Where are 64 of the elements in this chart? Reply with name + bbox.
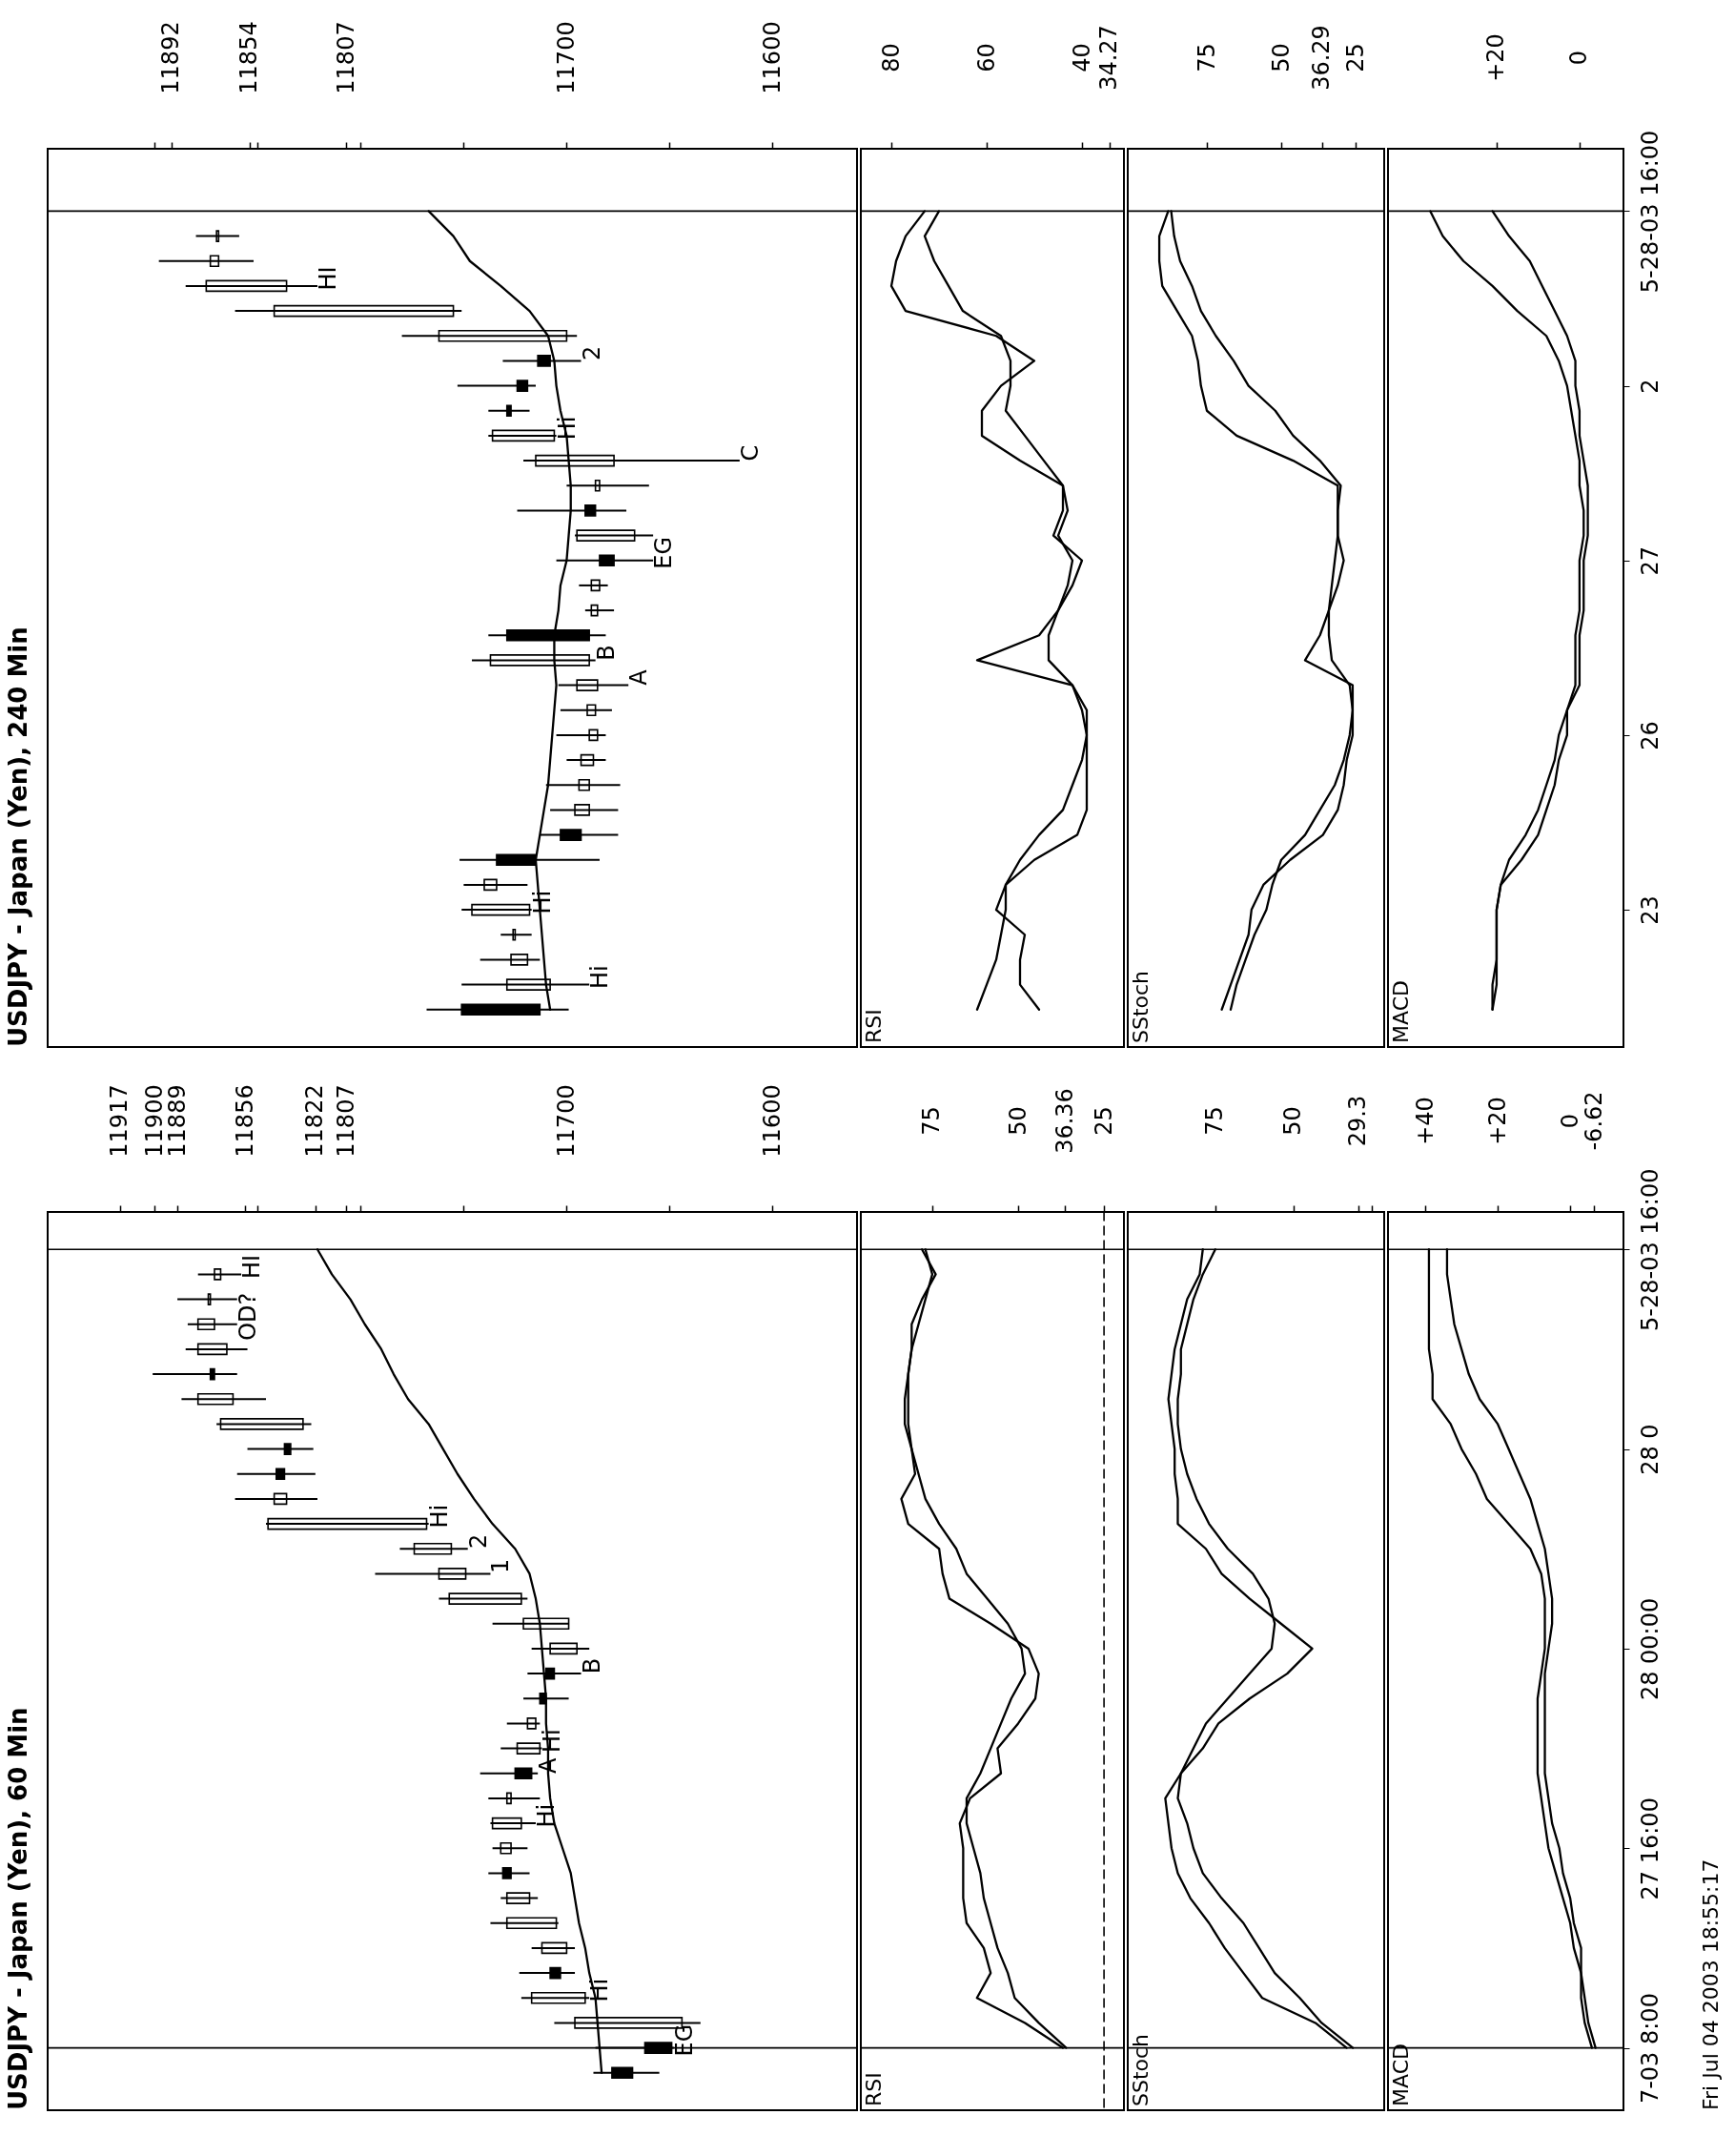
x-tick-label: 29.3 <box>1344 1095 1372 1147</box>
y-tick-label: 23 <box>1636 895 1664 925</box>
y-tick-label: 26 <box>1636 721 1664 750</box>
y-tick-label: 5-28-03 16:00 <box>1636 130 1664 294</box>
text: EG <box>650 536 678 569</box>
text: B <box>592 645 620 661</box>
text: Hi <box>425 1504 453 1529</box>
y-tick-label: 27 <box>1636 545 1664 576</box>
text: HI <box>315 266 341 291</box>
y-tick-label: 2 <box>1636 379 1664 394</box>
x-tick-label: 50 <box>1004 1106 1031 1136</box>
text: 2 <box>464 1533 492 1549</box>
text: SStoch <box>1129 970 1153 1043</box>
x-tick-label: 34.27 <box>1095 25 1123 91</box>
y-tick-label: 28 0 <box>1636 1424 1664 1475</box>
y-tick-label: 5-28-03 16:00 <box>1636 1168 1664 1331</box>
x-tick-label: 11822 <box>301 1084 329 1158</box>
x-tick-label: 75 <box>1201 1106 1229 1136</box>
text: Hi <box>586 965 614 989</box>
x-tick-label: 60 <box>972 43 1000 72</box>
x-tick-label: 11600 <box>758 21 786 94</box>
text: USDJPY - Japan (Yen), 60 Min <box>4 1707 33 2110</box>
x-tick-label: 11807 <box>332 1084 359 1158</box>
text: MACD <box>1389 980 1413 1043</box>
text: USDJPY - Japan (Yen), 240 Min <box>4 626 33 1047</box>
x-tick-label: 11600 <box>758 1084 786 1158</box>
text: 1 <box>487 1558 515 1574</box>
text: RSI <box>862 1009 886 1043</box>
text: RSI <box>862 2072 886 2106</box>
x-tick-label: 75 <box>918 1106 946 1136</box>
x-tick-label: 40 <box>1068 43 1095 72</box>
x-tick-label: 50 <box>1267 43 1295 72</box>
text: OD? <box>234 1292 261 1341</box>
x-tick-label: 50 <box>1279 1106 1307 1136</box>
x-tick-label: 11892 <box>157 21 185 94</box>
x-tick-label: 75 <box>1193 43 1220 72</box>
text: HI <box>238 1254 266 1279</box>
text: Fri Jul 04 2003 18:55:17 <box>1699 1858 1723 2110</box>
y-tick-label: 7-03 8:00 <box>1636 1993 1664 2105</box>
x-tick-label: +20 <box>1483 1097 1511 1145</box>
x-tick-label: +40 <box>1411 1097 1439 1145</box>
text: EG <box>670 2023 698 2057</box>
text: B <box>578 1657 605 1674</box>
text: C <box>736 444 764 462</box>
x-tick-label: 25 <box>1341 43 1369 72</box>
x-tick-label: 11700 <box>552 21 580 94</box>
x-tick-label: 11807 <box>332 21 359 94</box>
x-tick-label: +20 <box>1482 33 1510 82</box>
x-tick-label: 36.29 <box>1308 25 1336 91</box>
text: Hi <box>532 1803 560 1828</box>
text: A <box>625 669 653 686</box>
text: SStoch <box>1129 2033 1153 2106</box>
x-tick-label: 0 <box>1565 50 1593 66</box>
x-tick-label: 11700 <box>552 1084 580 1158</box>
x-tick-label: 11854 <box>235 21 263 94</box>
text: 2 <box>578 345 605 361</box>
x-tick-label: 36.36 <box>1051 1088 1078 1154</box>
y-tick-label: 28 00:00 <box>1636 1597 1664 1701</box>
x-tick-label: 11917 <box>106 1084 133 1158</box>
x-tick-label: 25 <box>1090 1106 1117 1136</box>
x-tick-label: 11856 <box>231 1084 258 1158</box>
text: MACD <box>1389 2043 1413 2106</box>
y-tick-label: 27 16:00 <box>1636 1797 1664 1900</box>
x-tick-label: 80 <box>877 43 905 72</box>
